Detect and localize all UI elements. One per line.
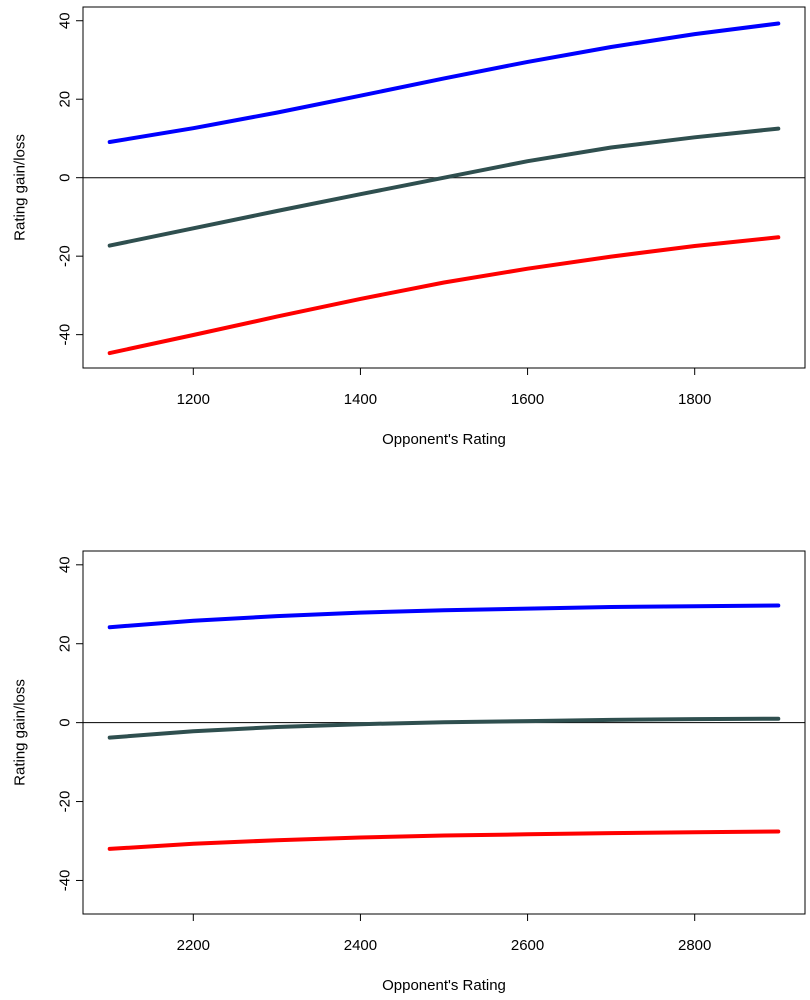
series-line-2 <box>107 126 781 248</box>
y-axis-title: Rating gain/loss <box>12 679 29 786</box>
y-tick-label: -20 <box>57 245 74 267</box>
y-tick-label: 40 <box>57 556 74 573</box>
plot-panel-2: 2200 2400 2600 2800 -40 -20 0 20 40 Opponent's Ra… <box>12 550 806 994</box>
x-tick-label: 1600 <box>511 391 544 408</box>
y-tick-label: -20 <box>57 791 74 813</box>
plot-panel-1: 1200 1400 1600 1800 -40 -20 0 20 40 Opponent's Ra… <box>12 6 806 448</box>
plot-frame <box>82 6 806 369</box>
x-tick-label: 2600 <box>511 937 544 954</box>
x-tick-label: 1200 <box>177 391 210 408</box>
x-tick-label: 1400 <box>344 391 377 408</box>
x-tick-label: 2800 <box>678 937 711 954</box>
x-axis-title: Opponent's Rating <box>382 431 506 448</box>
y-tick-label: 0 <box>57 718 74 726</box>
y-axis-title: Rating gain/loss <box>12 134 29 241</box>
x-axis-title: Opponent's Rating <box>382 977 506 994</box>
series-line-3 <box>107 235 781 356</box>
y-tick-label: 20 <box>57 91 74 108</box>
series-line-1 <box>107 603 781 630</box>
y-tick-label: 0 <box>57 174 74 182</box>
series-line-1 <box>107 21 781 144</box>
x-tick-label: 1800 <box>678 391 711 408</box>
x-tick-label: 2200 <box>177 937 210 954</box>
series-line-3 <box>107 829 781 851</box>
y-tick-label: 20 <box>57 635 74 652</box>
y-tick-label: -40 <box>57 324 74 346</box>
y-tick-label: 40 <box>57 12 74 29</box>
series-line-2 <box>107 716 781 740</box>
x-tick-label: 2400 <box>344 937 377 954</box>
y-tick-label: -40 <box>57 870 74 892</box>
